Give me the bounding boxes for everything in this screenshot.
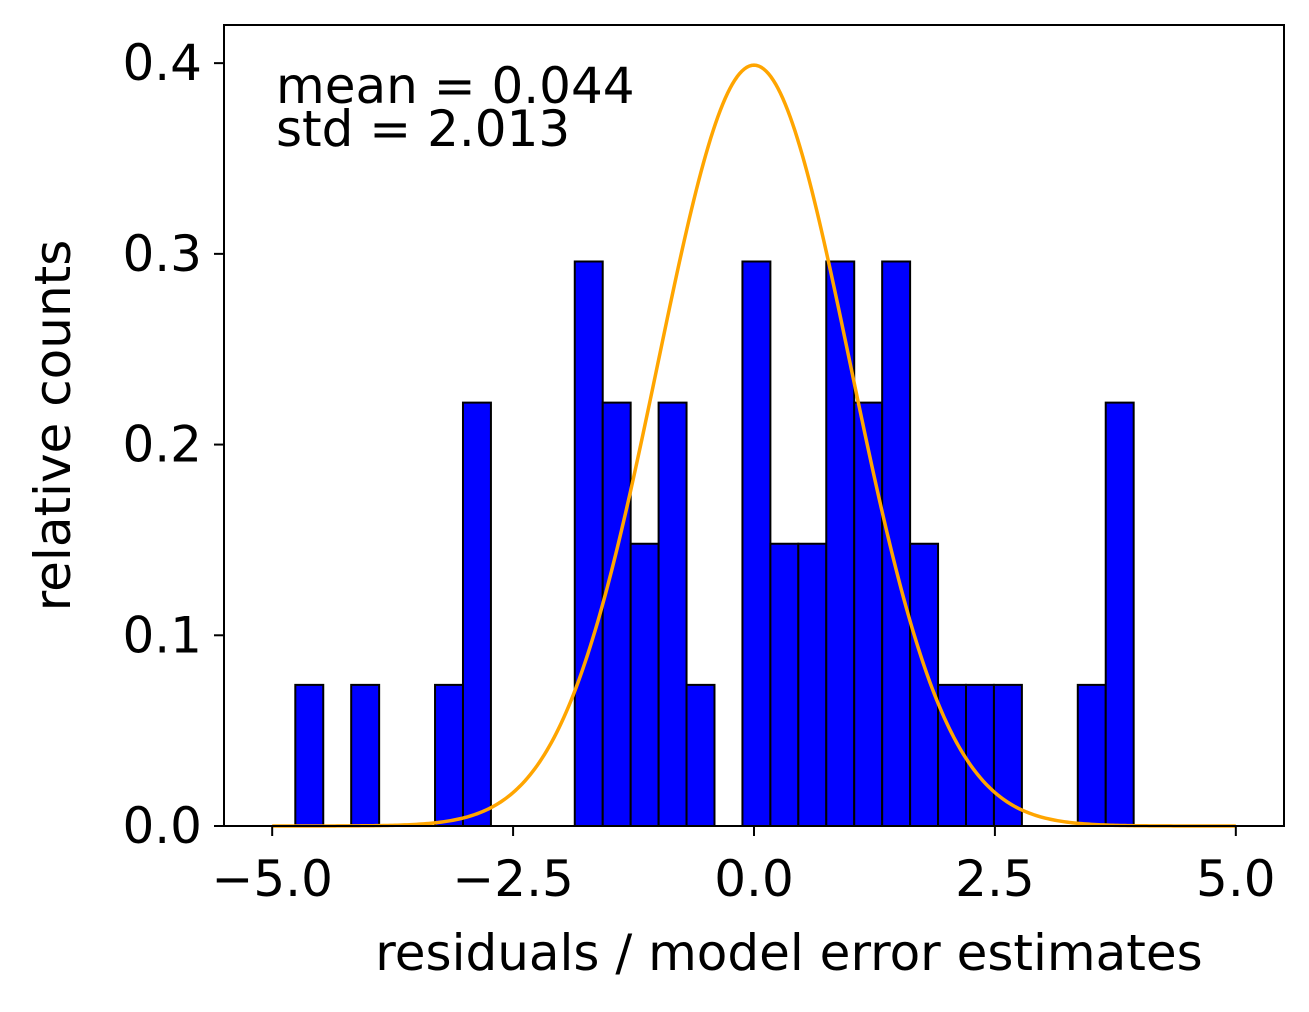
x-tick-label: 5.0 — [1196, 850, 1276, 908]
x-axis-label: residuals / model error estimates — [375, 924, 1202, 982]
histogram-bar — [825, 260, 856, 827]
x-tick-label: 2.5 — [955, 850, 1035, 908]
y-tick-label: 0.4 — [122, 34, 202, 92]
histogram-bar — [434, 683, 464, 827]
x-tick-label: 0.0 — [714, 850, 794, 908]
histogram-bar — [350, 683, 381, 827]
histogram-bar — [741, 260, 772, 827]
bars-layer — [294, 260, 1135, 827]
histogram-bar — [992, 683, 1023, 827]
histogram-bar — [1076, 683, 1107, 827]
histogram-bar — [909, 542, 940, 827]
histogram-bar — [685, 683, 716, 827]
histogram-bar — [853, 401, 884, 827]
histogram-bar — [629, 542, 660, 827]
histogram-bar — [769, 542, 800, 827]
y-tick-label: 0.0 — [122, 797, 202, 855]
y-axis-label: relative counts — [24, 240, 82, 612]
histogram-bar — [573, 260, 604, 827]
x-tick-label: −2.5 — [452, 850, 573, 908]
x-tick-label: −5.0 — [211, 850, 332, 908]
histogram-bar — [601, 401, 632, 827]
histogram-bar — [965, 683, 995, 827]
stat-annotation: std = 2.013 — [276, 100, 570, 158]
y-tick-label: 0.3 — [122, 225, 202, 283]
histogram-bar — [1104, 401, 1135, 827]
histogram-bar — [937, 683, 968, 827]
curve-layer — [272, 63, 1236, 828]
y-tick-label: 0.1 — [122, 606, 202, 664]
y-axis-ticks: 0.0 0.1 0.2 0.3 0.4 — [122, 34, 224, 855]
stat-annotation: mean = 0.044 — [276, 57, 635, 115]
histogram-bar — [461, 401, 492, 827]
histogram-bar — [881, 260, 912, 827]
histogram-bar — [797, 542, 828, 827]
histogram-bar — [294, 683, 325, 827]
x-axis-ticks: −5.0 −2.5 0.0 2.5 5.0 — [211, 826, 1276, 908]
y-tick-label: 0.2 — [122, 416, 202, 474]
normal-curve — [272, 63, 1236, 828]
histogram-bar — [657, 401, 688, 827]
